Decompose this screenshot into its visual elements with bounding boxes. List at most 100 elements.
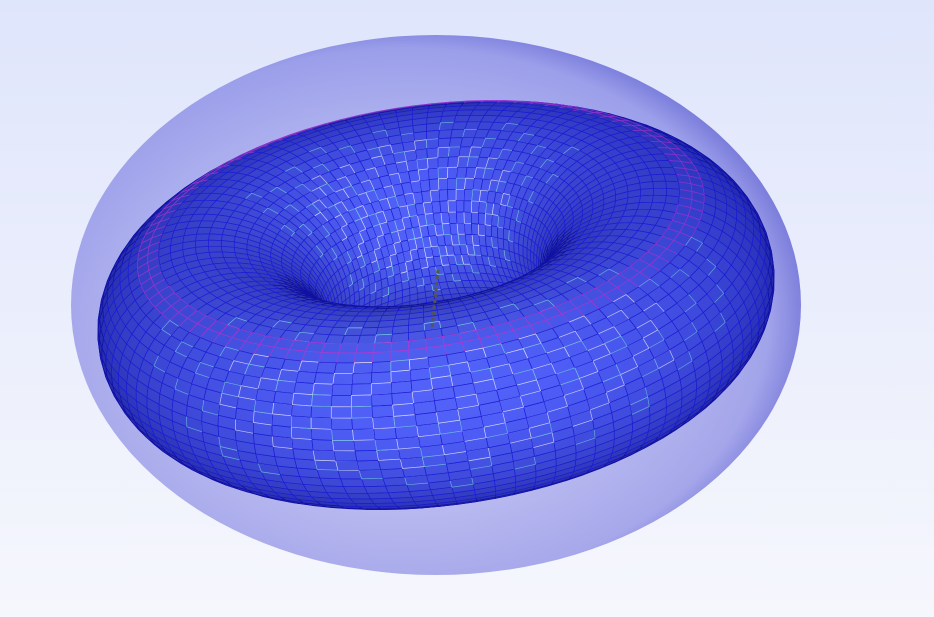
mesh-face — [291, 437, 314, 451]
mesh-face — [470, 211, 479, 225]
mesh-face — [447, 188, 457, 202]
mesh-face — [346, 492, 372, 500]
mesh-face — [359, 327, 379, 336]
mesh-face — [371, 382, 393, 396]
mesh-face — [311, 439, 335, 452]
mesh-face — [273, 391, 295, 405]
mesh-face — [275, 379, 297, 394]
mesh-face — [312, 449, 337, 462]
mesh-face — [371, 404, 395, 418]
mesh-face — [255, 388, 277, 403]
mesh-face — [342, 486, 368, 494]
mesh-face — [463, 200, 473, 213]
mesh-face — [293, 381, 315, 395]
mesh-face — [447, 166, 458, 179]
mesh-face — [313, 372, 335, 385]
mesh-face — [447, 156, 460, 168]
mesh-face — [301, 350, 323, 363]
mesh-face — [414, 139, 428, 151]
mesh-face — [652, 180, 667, 189]
mesh-face — [335, 352, 357, 364]
mesh-face — [363, 485, 389, 494]
mesh-face — [353, 352, 374, 364]
mesh-face — [636, 201, 653, 210]
mesh-face — [640, 187, 654, 197]
mesh-face — [330, 417, 353, 430]
mesh-face — [330, 406, 353, 419]
mesh-face — [290, 415, 312, 429]
mesh-face — [426, 129, 440, 141]
mesh-face — [651, 194, 667, 204]
mesh-face — [373, 427, 397, 441]
mesh-face — [416, 158, 429, 171]
mesh-face — [437, 137, 452, 149]
mesh-face — [291, 404, 312, 418]
mesh-face — [354, 450, 379, 462]
mesh-face — [419, 179, 431, 193]
mesh-face — [477, 223, 486, 237]
mesh-face — [372, 342, 392, 353]
mesh-face — [429, 189, 441, 203]
mesh-face — [316, 469, 341, 480]
mesh-face — [463, 188, 474, 202]
mesh-face — [502, 238, 510, 252]
mesh-face — [448, 211, 458, 224]
mesh-face — [331, 428, 354, 441]
mesh-face — [455, 211, 465, 224]
mesh-face — [339, 478, 365, 487]
mesh-face — [351, 383, 372, 396]
mesh-face — [471, 223, 480, 236]
mesh-face — [438, 189, 449, 202]
mesh-face — [372, 351, 392, 363]
mesh-face — [417, 168, 430, 182]
mesh-face — [455, 188, 465, 202]
mesh-face — [455, 200, 465, 213]
mesh-face — [315, 361, 337, 374]
mesh-face — [351, 417, 375, 430]
mesh-face — [413, 400, 437, 415]
mesh-face — [390, 359, 411, 373]
mesh-face — [310, 405, 332, 419]
mesh-face — [371, 371, 392, 385]
mesh-face — [362, 320, 381, 329]
mesh-face — [439, 200, 449, 213]
mesh-face — [321, 342, 342, 354]
mesh-face — [470, 200, 480, 214]
mesh-face — [208, 233, 223, 241]
mesh-face — [447, 177, 457, 190]
mesh-face — [653, 187, 667, 196]
mesh-face — [447, 200, 457, 213]
mesh-face — [431, 200, 442, 214]
mesh-face — [207, 245, 223, 253]
mesh-face — [502, 227, 510, 241]
mesh-face — [337, 469, 363, 480]
mesh-face — [331, 383, 353, 396]
mesh-face — [338, 343, 359, 354]
mesh-face — [351, 394, 373, 408]
mesh-face — [428, 178, 440, 192]
mesh-face — [207, 239, 222, 247]
mesh-face — [437, 146, 450, 158]
mesh-face — [650, 173, 667, 182]
mesh-face — [349, 498, 375, 504]
mesh-face — [298, 360, 320, 373]
mesh-face — [380, 468, 406, 479]
mesh-face — [335, 460, 360, 471]
mesh-face — [393, 414, 418, 428]
mesh-face — [437, 167, 449, 180]
mesh-face — [356, 460, 382, 471]
mesh-face — [344, 327, 364, 336]
mesh-face — [332, 439, 356, 452]
mesh-face — [463, 222, 473, 235]
mesh-face — [392, 402, 416, 417]
mesh-face — [372, 416, 396, 430]
mesh-face — [438, 121, 455, 131]
mesh-face — [477, 212, 486, 226]
axis-line — [430, 269, 440, 329]
mesh-face — [208, 251, 225, 259]
mesh-face — [310, 416, 332, 430]
mesh-face — [314, 459, 339, 471]
mesh-face — [484, 213, 493, 227]
